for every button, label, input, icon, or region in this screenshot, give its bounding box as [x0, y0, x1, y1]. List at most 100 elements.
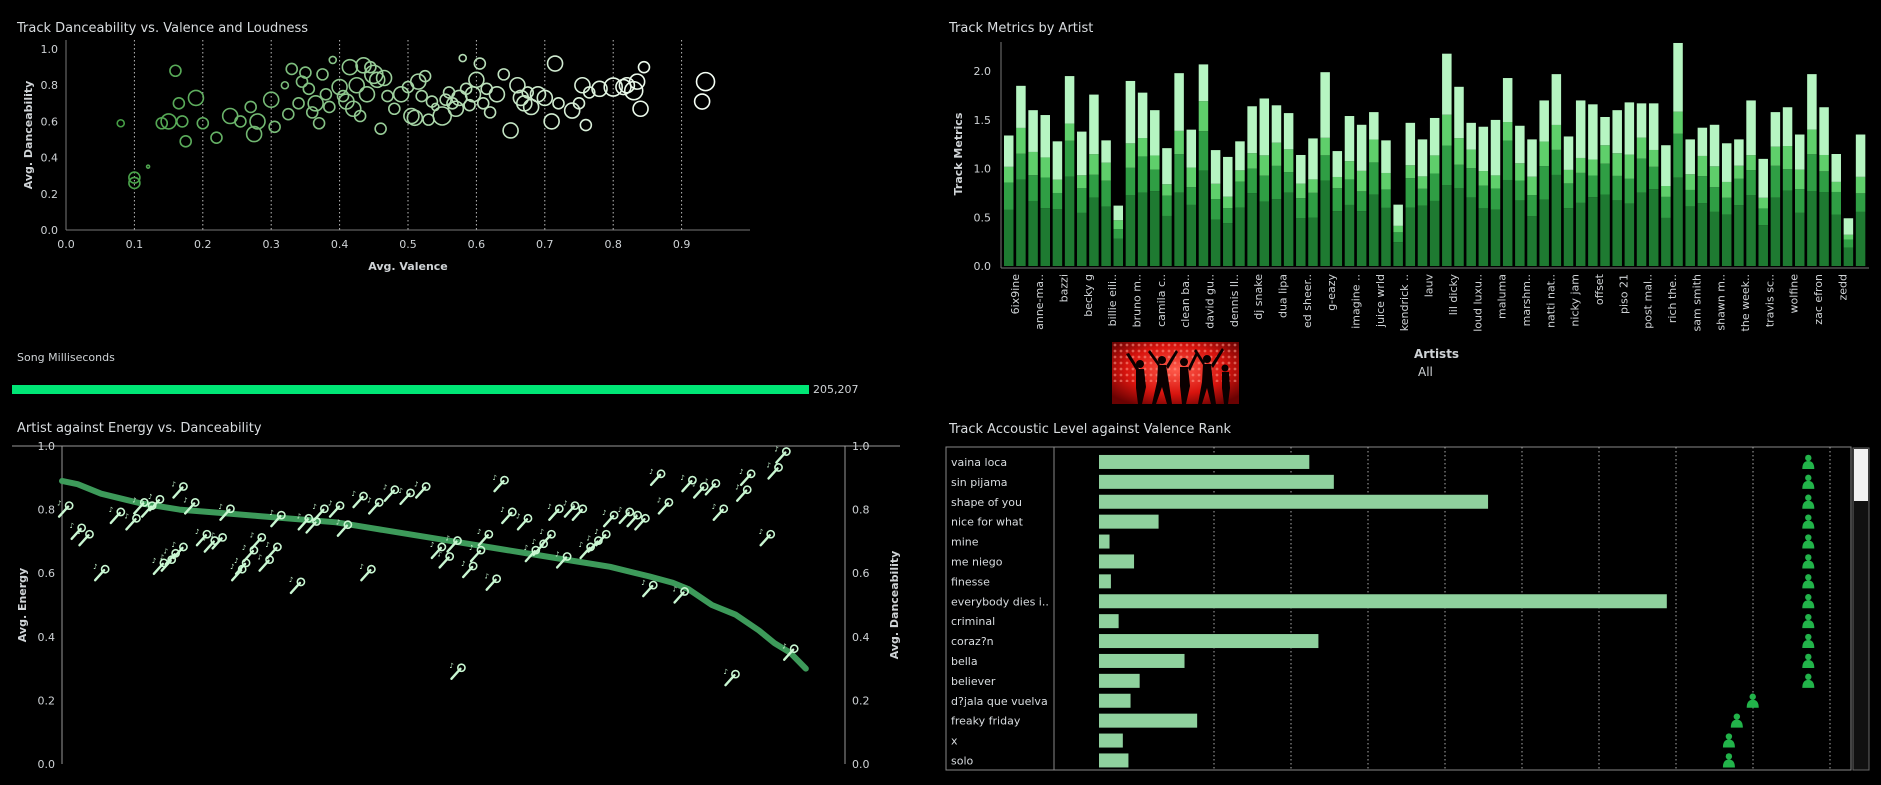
metric-bar-segment — [1466, 149, 1476, 169]
mic-head — [437, 542, 447, 552]
metric-bar-segment — [1794, 134, 1805, 170]
note-glyph: ♪ — [633, 512, 637, 520]
mic-head — [570, 501, 580, 510]
mic-head — [257, 533, 267, 542]
x-tick-label: offset — [1593, 273, 1606, 305]
track-metrics-bar-chart[interactable]: 0.0 0.5 1.0 1.5 2.0 Track Metrics 6ix9ine anne-… — [945, 38, 1875, 338]
scatter-point — [422, 113, 435, 126]
scatter-point — [262, 91, 280, 109]
person-body — [1802, 500, 1815, 509]
note-glyph: ♪ — [704, 477, 708, 485]
energy-point-icon: ♪ — [289, 576, 306, 595]
energy-point-icon: ♪ — [352, 490, 368, 509]
metric-bar-segment — [1685, 189, 1695, 207]
metric-bar-segment — [1734, 178, 1744, 206]
note-glyph: ♪ — [626, 509, 630, 517]
metric-bar-segment — [1186, 129, 1197, 168]
metric-bar-segment — [1685, 206, 1695, 266]
note-glyph: ♪ — [57, 500, 61, 508]
note-glyph: ♪ — [140, 500, 144, 508]
metric-bar-segment — [1283, 113, 1294, 150]
metric-bar-segment — [1198, 131, 1209, 171]
metric-bar-segment — [1223, 208, 1233, 224]
acoustic-title: Track Accoustic Level against Valence Ra… — [949, 422, 1232, 437]
metric-bar-segment — [1089, 174, 1099, 198]
metric-bar-segment — [1673, 177, 1683, 266]
energy-point-icon: ♪ — [626, 509, 642, 528]
scatter-point — [128, 176, 141, 190]
scatter-point — [268, 120, 281, 134]
mic-head — [699, 482, 709, 491]
metric-bar-segment — [1478, 208, 1489, 266]
scatter-point — [285, 62, 299, 76]
mic-head — [641, 513, 650, 523]
note-glyph: ♪ — [759, 528, 763, 536]
metric-bar-segment — [1734, 205, 1744, 266]
mic-head — [476, 545, 486, 555]
energy-danceability-chart[interactable]: 0.0 0.0 0.2 0.2 0.4 0.4 0.6 0.6 0.8 0.8 1.0 1.0 Avg.… — [10, 442, 910, 782]
metric-bar-segment — [1162, 184, 1172, 196]
metric-bar-segment — [1259, 201, 1270, 266]
metric-bar-segment — [1527, 139, 1537, 177]
metric-bar-segment — [1308, 217, 1318, 266]
scatter-point — [336, 89, 350, 103]
scatter-point — [305, 106, 319, 119]
mic-head — [296, 577, 306, 587]
scrollbar-track — [1852, 447, 1870, 771]
energy-point-icon: ♪ — [312, 503, 329, 521]
danceability-scatter-chart[interactable]: 0.0 0.1 0.2 0.3 0.4 0.5 0.6 0.7 0.8 0.9 0.0 0.2 0.4 0… — [10, 38, 910, 328]
note-glyph: ♪ — [461, 560, 465, 568]
note-glyph: ♪ — [673, 585, 677, 593]
person-body — [1802, 540, 1815, 549]
energy-point-icon: ♪ — [367, 496, 384, 515]
person-head — [1805, 633, 1812, 641]
energy-point-icon: ♪ — [649, 468, 666, 486]
metric-bar-segment — [1150, 155, 1160, 170]
mic-head — [468, 561, 478, 571]
duration-bar[interactable] — [12, 385, 809, 394]
artists-filter-value[interactable]: All — [1418, 365, 1433, 379]
person-head — [1805, 474, 1812, 482]
scatter-point — [331, 78, 348, 96]
metric-bar-segment — [1746, 100, 1756, 156]
metric-bar-segment — [1819, 192, 1829, 266]
scatter-point — [521, 86, 535, 99]
scatter-point — [415, 89, 428, 103]
metric-bar-segment — [1855, 176, 1866, 194]
person-head — [1749, 693, 1756, 700]
metric-bar-segment — [1515, 180, 1525, 201]
x-tick-label: wolfine — [1788, 274, 1801, 314]
scatter-title: Track Danceability vs. Valence and Loudn… — [17, 21, 309, 36]
person-icon — [1802, 514, 1815, 529]
metric-bar-segment — [1794, 169, 1805, 190]
metric-bar-segment — [1807, 129, 1817, 155]
mic-head — [179, 482, 188, 491]
metric-bar-segment — [1101, 206, 1111, 266]
note-glyph: ♪ — [399, 487, 403, 495]
scatter-point — [392, 85, 410, 103]
note-glyph: ♪ — [77, 528, 81, 536]
acoustic-bar-chart[interactable]: vaina loca sin pijama shape of you nice for… — [945, 445, 1875, 775]
scatter-point — [468, 71, 485, 89]
metric-bar-segment — [1174, 130, 1184, 155]
metric-bar-segment — [1429, 200, 1440, 266]
note-glyph: ♪ — [289, 576, 293, 584]
metric-bar-segment — [1490, 119, 1501, 176]
track-label: d?jala que vuelva — [951, 695, 1048, 708]
scatter-point — [196, 116, 210, 130]
metric-bar-segment — [1101, 140, 1111, 163]
artists-filter[interactable]: Artists All — [1414, 344, 1574, 380]
note-glyph: ♪ — [579, 541, 583, 549]
energy-point-icon: ♪ — [547, 503, 564, 521]
x-tick-label: rich the.. — [1666, 274, 1679, 323]
energy-point-icon: ♪ — [124, 512, 141, 531]
metric-bar-segment — [1016, 85, 1026, 128]
metric-bar-segment — [1612, 175, 1622, 201]
scatter-point — [374, 122, 387, 135]
metric-bar-segment — [1624, 178, 1635, 204]
metric-bar-segment — [1089, 154, 1099, 175]
metric-bar-segment — [1174, 154, 1184, 193]
metric-bar-segment — [1575, 202, 1586, 266]
energy-point-icon: ♪ — [359, 563, 376, 582]
note-glyph: ♪ — [735, 484, 739, 492]
